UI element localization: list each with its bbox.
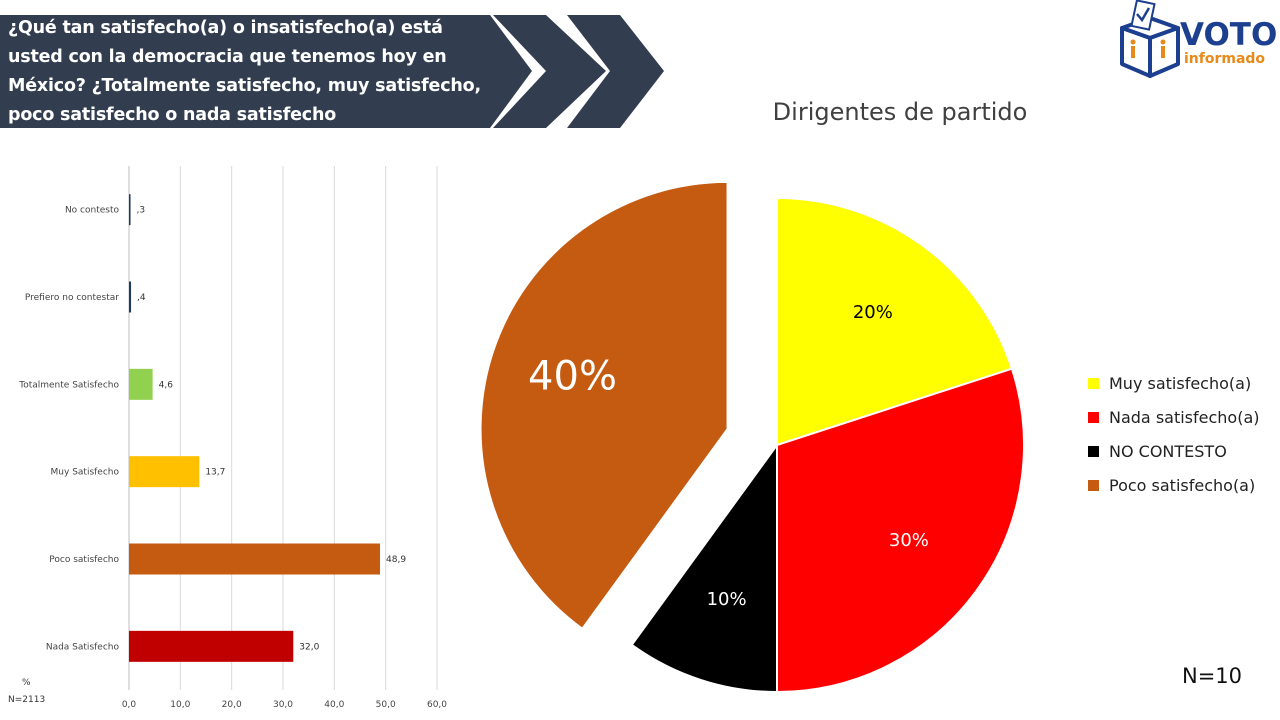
pie-slice	[776, 367, 1025, 694]
legend-swatch	[1088, 377, 1099, 389]
header-chevron-1	[493, 15, 606, 128]
bar-chart: 0,0 10,0 20,0 30,0 40,0 50,0 60,0 No contesto ,3…	[18, 166, 447, 710]
legend-label: Nada satisfecho(a)	[1109, 407, 1260, 427]
pie-slice	[776, 196, 1014, 447]
bar-sample-size: N=2113	[8, 695, 46, 705]
x-tick-label: 0,0	[122, 700, 137, 710]
bar	[129, 281, 132, 313]
category-label: Muy Satisfecho	[51, 468, 120, 478]
bar-value-label: ,4	[137, 293, 146, 303]
bar-value-label: ,3	[137, 206, 146, 216]
x-tick-label: 10,0	[170, 700, 190, 710]
bar-value-label: 48,9	[386, 555, 406, 565]
legend-swatch	[1088, 445, 1099, 457]
bar-value-label: 13,7	[205, 468, 225, 478]
bar	[129, 456, 200, 488]
bar-unit-label: %	[22, 678, 31, 688]
x-tick-label: 30,0	[273, 700, 293, 710]
voto-informado-logo	[1120, 0, 1180, 78]
legend-item-no-contesto: NO CONTESTO	[1088, 434, 1260, 468]
logo-text-informado: informado	[1184, 51, 1266, 67]
legend-item-muy-satisfecho: Muy satisfecho(a)	[1088, 366, 1260, 400]
bar-value-label: 4,6	[159, 380, 174, 390]
legend-swatch	[1088, 479, 1099, 491]
bar	[129, 194, 131, 226]
bar-value-label: 32,0	[299, 642, 319, 652]
bar	[129, 368, 153, 400]
legend-item-poco-satisfecho: Poco satisfecho(a)	[1088, 468, 1260, 502]
x-tick-label: 20,0	[222, 700, 242, 710]
bar	[129, 630, 294, 662]
pie-slice	[630, 441, 778, 694]
x-tick-label: 40,0	[324, 700, 344, 710]
pie-slice-label: 40%	[528, 354, 617, 400]
pie-slice-label: 20%	[853, 302, 893, 323]
pie-chart-title: Dirigentes de partido	[772, 98, 1028, 126]
legend-label: Poco satisfecho(a)	[1109, 475, 1256, 495]
legend-swatch	[1088, 411, 1099, 423]
logo-text-voto: VOTO	[1180, 17, 1278, 53]
x-tick-label: 60,0	[427, 700, 447, 710]
category-label: Totalmente Satisfecho	[18, 380, 119, 390]
pie-slice-label: 10%	[707, 589, 747, 610]
pie-chart: 20% 30% 10% 40%	[479, 180, 1025, 694]
legend-label: NO CONTESTO	[1109, 441, 1227, 461]
header-chevron-2	[567, 15, 664, 128]
pie-sample-size: N=10	[1182, 664, 1243, 688]
header-banner	[0, 15, 664, 128]
bar	[129, 543, 381, 575]
question-text: ¿Qué tan satisfecho(a) o insatisfecho(a)…	[8, 18, 481, 125]
ballot-box-icon	[1120, 0, 1180, 78]
x-tick-label: 50,0	[376, 700, 396, 710]
category-label: Prefiero no contestar	[25, 293, 119, 303]
category-label: Poco satisfecho	[49, 555, 119, 565]
category-label: Nada Satisfecho	[46, 642, 120, 652]
pie-slice-label: 30%	[889, 530, 929, 551]
pie-legend: Muy satisfecho(a) Nada satisfecho(a) NO …	[1088, 366, 1260, 502]
legend-label: Muy satisfecho(a)	[1109, 373, 1252, 393]
category-label: No contesto	[65, 206, 120, 216]
legend-item-nada-satisfecho: Nada satisfecho(a)	[1088, 400, 1260, 434]
header-banner-body	[0, 15, 532, 128]
pie-slice	[479, 180, 729, 631]
